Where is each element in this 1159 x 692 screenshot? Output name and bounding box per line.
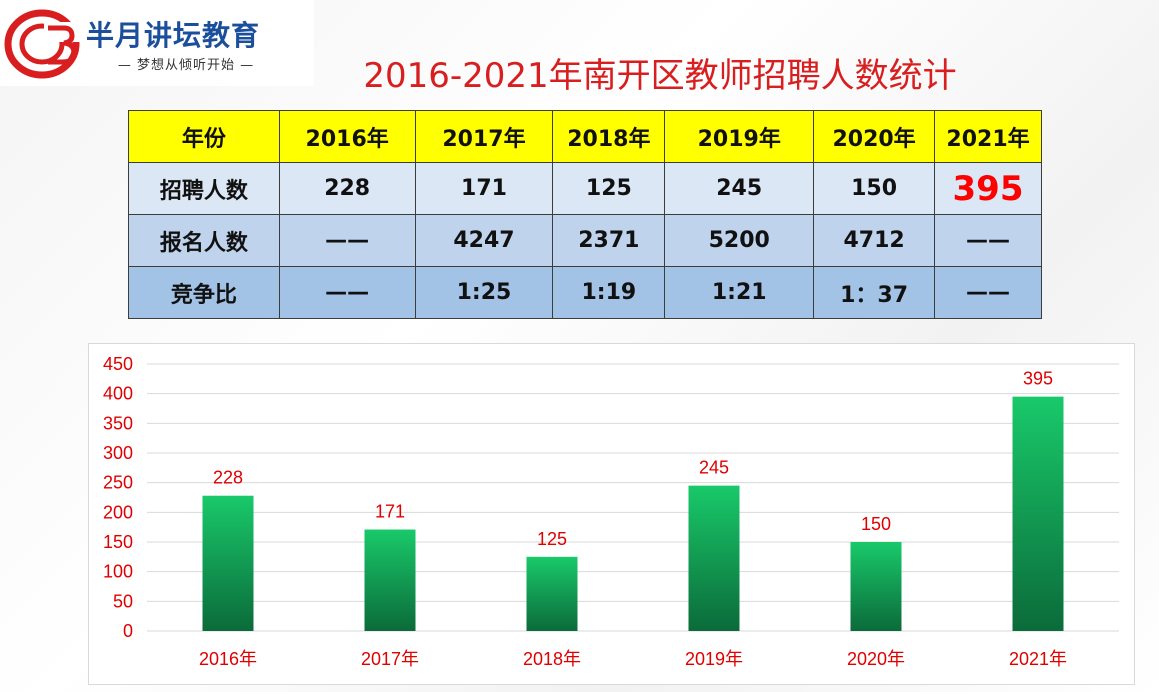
x-tick-label: 2018年 — [523, 649, 581, 669]
table-cell: 4712 — [813, 214, 936, 267]
bar — [364, 529, 416, 631]
table-header-cell: 2021年 — [934, 110, 1042, 163]
y-tick-label: 50 — [113, 591, 133, 611]
table-row-applicants: 报名人数 —— 4247 2371 5200 4712 —— — [128, 214, 1042, 267]
logo-slogan: — 梦想从倾听开始 — — [117, 58, 255, 73]
data-label: 125 — [537, 529, 567, 549]
table-cell: —— — [934, 266, 1042, 319]
y-tick-label: 100 — [103, 562, 133, 582]
y-tick-label: 250 — [103, 473, 133, 493]
table-row-label: 招聘人数 — [128, 162, 280, 215]
stats-table: 年份 2016年 2017年 2018年 2019年 2020年 2021年 招… — [128, 110, 1042, 319]
bar-chart: 0 50 100 150 200 250 300 350 400 450 228 171 125 245… — [88, 343, 1135, 685]
x-tick-label: 2016年 — [199, 649, 257, 669]
y-tick-label: 150 — [103, 532, 133, 552]
table-cell: 4247 — [414, 214, 554, 267]
table-cell: 228 — [278, 162, 416, 215]
table-row-recruits: 招聘人数 228 171 125 245 150 395 — [128, 162, 1042, 215]
bars — [202, 396, 1064, 631]
table-cell: 1:25 — [414, 266, 554, 319]
x-tick-label: 2020年 — [847, 649, 905, 669]
table-cell: —— — [934, 214, 1042, 267]
logo-emblem-icon — [4, 9, 80, 79]
y-tick-label: 400 — [103, 384, 133, 404]
table-header-cell: 2017年 — [414, 110, 554, 163]
y-tick-label: 350 — [103, 413, 133, 433]
bar-chart-svg: 0 50 100 150 200 250 300 350 400 450 228 171 125 245… — [103, 354, 1119, 669]
x-tick-label: 2017年 — [361, 649, 419, 669]
table-cell: 125 — [552, 162, 666, 215]
table-cell: —— — [278, 266, 416, 319]
bar — [850, 542, 902, 631]
bar — [688, 485, 740, 631]
data-label: 171 — [375, 502, 405, 522]
table-header-cell: 2018年 — [552, 110, 666, 163]
table-header-cell: 年份 — [128, 110, 280, 163]
data-label: 395 — [1023, 369, 1053, 389]
table-row-label: 竞争比 — [128, 266, 280, 319]
gridlines — [147, 363, 1119, 632]
table-header-row: 年份 2016年 2017年 2018年 2019年 2020年 2021年 — [128, 110, 1042, 163]
data-label: 228 — [213, 468, 243, 488]
x-tick-label: 2021年 — [1009, 649, 1067, 669]
table-cell: 171 — [414, 162, 554, 215]
page-title: 2016-2021年南开区教师招聘人数统计 — [363, 56, 957, 96]
table-cell: 245 — [664, 162, 815, 215]
table-cell: —— — [278, 214, 416, 267]
table-cell: 1:19 — [552, 266, 666, 319]
logo-name: 半月讲坛教育 — [86, 19, 261, 52]
y-tick-label: 300 — [103, 443, 133, 463]
table-cell-highlight: 395 — [934, 162, 1042, 215]
table-cell: 5200 — [664, 214, 815, 267]
table-cell: 1：37 — [813, 266, 936, 319]
bar — [526, 556, 578, 631]
logo: 半月讲坛教育 — 梦想从倾听开始 — — [0, 0, 314, 86]
data-labels: 228 171 125 245 150 395 — [213, 369, 1053, 549]
table-cell: 150 — [813, 162, 936, 215]
table-header-cell: 2020年 — [813, 110, 936, 163]
table-row-label: 报名人数 — [128, 214, 280, 267]
table-header-cell: 2016年 — [278, 110, 416, 163]
table-cell: 2371 — [552, 214, 666, 267]
data-label: 245 — [699, 458, 729, 478]
bar — [202, 495, 254, 631]
y-axis-ticks: 0 50 100 150 200 250 300 350 400 450 — [103, 354, 133, 641]
table-cell: 1:21 — [664, 266, 815, 319]
y-tick-label: 200 — [103, 502, 133, 522]
data-label: 150 — [861, 514, 891, 534]
bar — [1012, 396, 1064, 631]
y-tick-label: 450 — [103, 354, 133, 374]
table-header-cell: 2019年 — [664, 110, 815, 163]
x-axis-ticks: 2016年 2017年 2018年 2019年 2020年 2021年 — [199, 649, 1067, 669]
x-tick-label: 2019年 — [685, 649, 743, 669]
table-row-ratio: 竞争比 —— 1:25 1:19 1:21 1：37 —— — [128, 266, 1042, 319]
y-tick-label: 0 — [123, 621, 133, 641]
